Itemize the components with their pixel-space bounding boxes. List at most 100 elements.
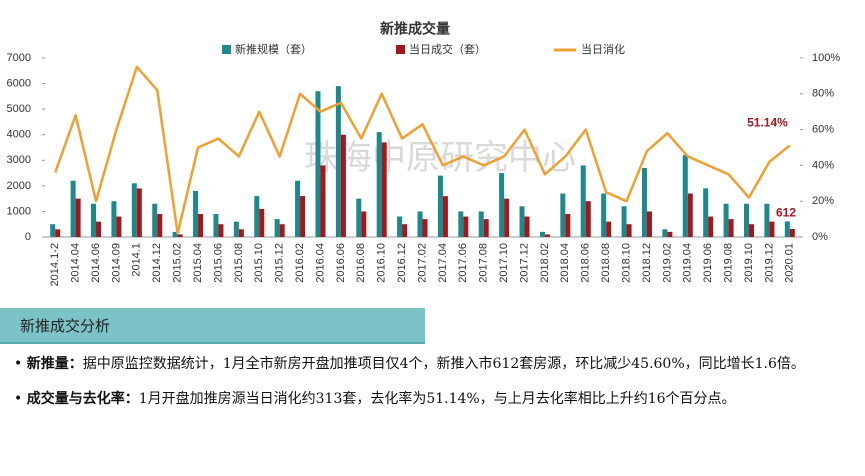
y-tick-label: 0 [25, 231, 31, 243]
y2-tick-label: 40% [812, 159, 834, 171]
bar [743, 203, 749, 237]
bar [437, 175, 443, 237]
bar [504, 198, 510, 237]
item-text: 据中原监控数据统计，1月全市新房开盘加推项目仅4个，新推入市612套房源，环比减… [82, 356, 805, 372]
bar [233, 221, 239, 237]
legend-swatch [222, 45, 231, 54]
bar [708, 216, 714, 237]
chart: 新推成交量 珠海中原研究中心 0100020003000400050006000… [7, 21, 841, 287]
x-tick-label: 2014.09 [110, 243, 122, 283]
bar [606, 221, 612, 237]
x-tick-label: 2016.04 [314, 243, 326, 283]
bar [91, 203, 97, 237]
bar [463, 216, 469, 237]
x-tick-label: 2018.04 [559, 243, 571, 283]
bar [376, 132, 382, 237]
x-tick-label: 2018.10 [620, 243, 632, 283]
bar [621, 206, 627, 237]
bar [728, 219, 734, 237]
x-tick-label: 2018.08 [600, 243, 612, 283]
x-tick-label: 2018.02 [539, 243, 551, 283]
bar [356, 198, 362, 237]
bar [274, 219, 280, 237]
bar [417, 211, 423, 237]
bar [544, 234, 550, 237]
y-tick-label: 6000 [7, 77, 31, 89]
x-tick-label: 2019.04 [682, 243, 694, 283]
analysis-item: • 成交量与去化率：1月开盘加推房源当日消化约313套，去化率为51.14%，与… [14, 391, 736, 407]
bar [295, 180, 301, 237]
bar [402, 224, 408, 237]
y-tick-label: 7000 [7, 52, 31, 64]
line [54, 65, 791, 235]
bar [764, 203, 770, 237]
bar [565, 213, 571, 237]
bar [75, 198, 81, 237]
legend-label: 当日消化 [581, 42, 625, 56]
x-tick-label: 2015.06 [212, 243, 224, 283]
bar [784, 221, 790, 237]
bar [320, 165, 326, 237]
bar [682, 155, 688, 237]
x-tick-label: 2018.12 [641, 243, 653, 283]
item-text: 1月开盘加推房源当日消化约313套，去化率为51.14%，与上月去化率相比上升约… [138, 391, 736, 407]
bar [560, 193, 566, 237]
bar [218, 224, 224, 237]
x-tick-label: 2019.08 [722, 243, 734, 283]
x-tick-label: 2014.1 [131, 243, 143, 277]
bar [703, 188, 709, 237]
bar [300, 196, 306, 237]
bar [315, 91, 321, 237]
x-tick-label: 2019.12 [763, 243, 775, 283]
y2-tick-label: 0% [812, 231, 828, 243]
x-tick-label: 2020.01 [784, 243, 796, 283]
x-tick-label: 2019.02 [661, 243, 673, 283]
analysis-item: • 新推量：据中原监控数据统计，1月全市新房开盘加推项目仅4个，新推入市612套… [14, 356, 805, 372]
x-tick-label: 2014.04 [70, 243, 82, 283]
y-tick-label: 2000 [7, 180, 31, 192]
item-label: 新推量： [26, 356, 83, 372]
bar [116, 216, 122, 237]
bar [687, 193, 693, 237]
x-tick-label: 2017.10 [498, 243, 510, 283]
y-tick-label: 3000 [7, 154, 31, 166]
bar [483, 219, 489, 237]
bar [172, 231, 178, 237]
chart-title: 新推成交量 [380, 21, 450, 37]
legend-swatch [396, 45, 405, 54]
y-tick-label: 5000 [7, 103, 31, 115]
legend-label: 当日成交（套） [409, 42, 486, 56]
item-label: 成交量与去化率： [26, 391, 139, 407]
bar [254, 196, 260, 237]
bar [422, 219, 428, 237]
bar [789, 228, 795, 237]
legend-label: 新推规模（套） [235, 42, 312, 56]
bar [96, 221, 102, 237]
x-tick-label: 2017.12 [518, 243, 530, 283]
y2-tick-label: 60% [812, 124, 834, 136]
data-label: 612 [776, 206, 796, 220]
bar [662, 229, 668, 237]
bar [641, 167, 647, 237]
x-tick-label: 2014.06 [90, 243, 102, 283]
bar [238, 229, 244, 237]
bar [499, 173, 505, 237]
bar [279, 224, 285, 237]
bar [259, 208, 265, 237]
analysis-section: 新推成交分析 • 新推量：据中原监控数据统计，1月全市新房开盘加推项目仅4个，新… [0, 308, 865, 414]
x-tick-label: 2016.08 [355, 243, 367, 283]
y-tick-label: 4000 [7, 129, 31, 141]
bar [177, 234, 183, 237]
bar [198, 213, 204, 237]
x-tick-label: 2015.08 [233, 243, 245, 283]
x-tick-label: 2016.10 [376, 243, 388, 283]
x-tick-label: 2019.10 [743, 243, 755, 283]
section-title: 新推成交分析 [0, 308, 425, 344]
x-tick-label: 2014.12 [151, 243, 163, 283]
bar [193, 190, 199, 237]
x-tick-label: 2016.02 [294, 243, 306, 283]
bar [601, 193, 607, 237]
bar [748, 224, 754, 237]
bar [723, 203, 729, 237]
bar [152, 203, 158, 237]
